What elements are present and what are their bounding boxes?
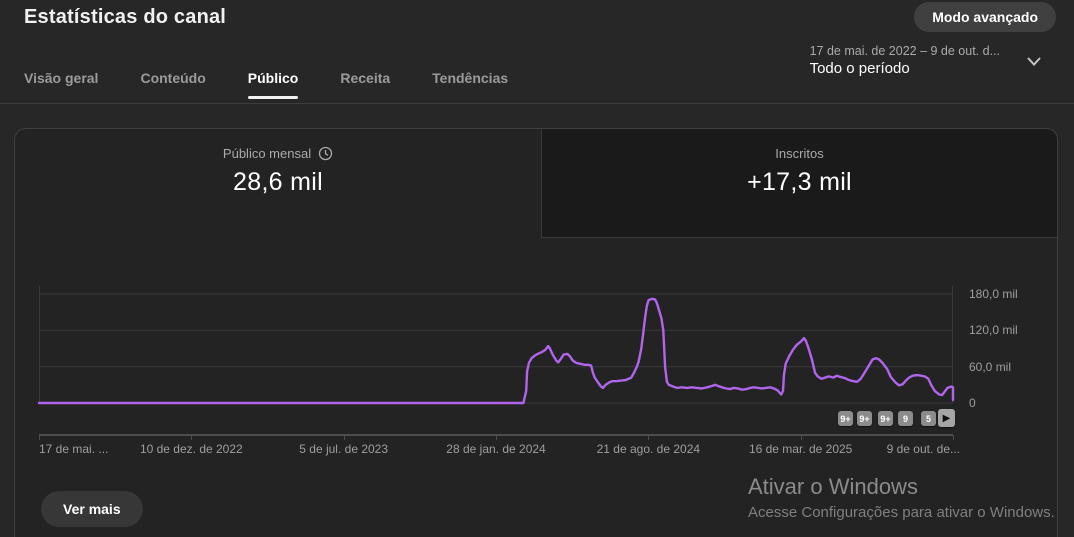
monthly-audience-value: 28,6 mil [233, 168, 323, 196]
tab-visao-geral[interactable]: Visão geral [24, 70, 99, 86]
clock-icon [318, 146, 333, 161]
y-tick-label: 60,0 mil [969, 359, 1012, 374]
x-tick-mark [953, 435, 954, 440]
x-tick-mark [496, 435, 497, 440]
metric-tab-subscribers[interactable]: Inscritos +17,3 mil [541, 129, 1057, 238]
analytics-tabs: Visão geral Conteúdo Público Receita Ten… [24, 58, 508, 103]
subscribers-value: +17,3 mil [747, 168, 852, 196]
monthly-audience-label: Público mensal [222, 146, 312, 161]
video-badge[interactable]: 5 [921, 411, 936, 426]
video-badge[interactable]: 9+ [878, 411, 893, 426]
x-tick-label: 17 de mai. ... [39, 442, 109, 456]
x-tick-label: 5 de jul. de 2023 [299, 442, 389, 456]
date-period-text: Todo o período [809, 60, 910, 77]
audience-line-series [37, 297, 955, 405]
x-tick-mark [191, 435, 193, 440]
video-badge[interactable]: 9 [898, 411, 913, 426]
x-tick-label: 9 de out. de... [886, 442, 960, 456]
analytics-card: Público mensal 28,6 mil Inscritos +17,3 … [14, 128, 1058, 537]
video-badge[interactable]: 9+ [857, 411, 872, 426]
y-tick-label: 120,0 mil [969, 323, 1018, 338]
chart-gridlines [39, 293, 953, 404]
x-tick-mark [343, 435, 345, 440]
tab-publico[interactable]: Público [247, 58, 298, 103]
page-title: Estatísticas do canal [24, 6, 227, 28]
metric-tab-monthly-audience[interactable]: Público mensal 28,6 mil [15, 129, 541, 238]
date-range-text: 17 de mai. de 2022 – 9 de out. d... [809, 44, 1000, 58]
video-badge[interactable]: 9+ [838, 411, 853, 426]
date-filter[interactable]: 17 de mai. de 2022 – 9 de out. d... Todo… [810, 44, 1044, 77]
tab-conteudo[interactable]: Conteúdo [140, 70, 206, 86]
y-tick-label: 0 [969, 396, 976, 410]
advanced-mode-button[interactable]: Modo avançado [914, 2, 1056, 32]
x-tick-label: 16 de mar. de 2025 [748, 442, 853, 456]
metric-tabs: Público mensal 28,6 mil Inscritos +17,3 … [15, 129, 1057, 238]
y-tick-label: 180,0 mil [969, 286, 1018, 301]
play-badge[interactable]: ▶ [938, 409, 955, 427]
subscribers-label: Inscritos [775, 146, 824, 161]
x-tick-label: 28 de jan. de 2024 [446, 442, 546, 456]
x-tick-mark [800, 435, 802, 440]
x-tick-mark [648, 435, 650, 440]
header-divider [0, 103, 1074, 104]
tab-receita[interactable]: Receita [340, 70, 391, 86]
x-tick-label: 21 de ago. de 2024 [596, 442, 701, 456]
tab-tendencias[interactable]: Tendências [432, 70, 509, 86]
chart-plot-borders [39, 286, 953, 403]
chevron-down-icon [1027, 56, 1041, 66]
x-tick-mark [39, 435, 40, 440]
see-more-button[interactable]: Ver mais [41, 491, 143, 527]
audience-line-chart[interactable] [37, 286, 955, 408]
x-tick-label: 10 de dez. de 2022 [139, 442, 243, 456]
